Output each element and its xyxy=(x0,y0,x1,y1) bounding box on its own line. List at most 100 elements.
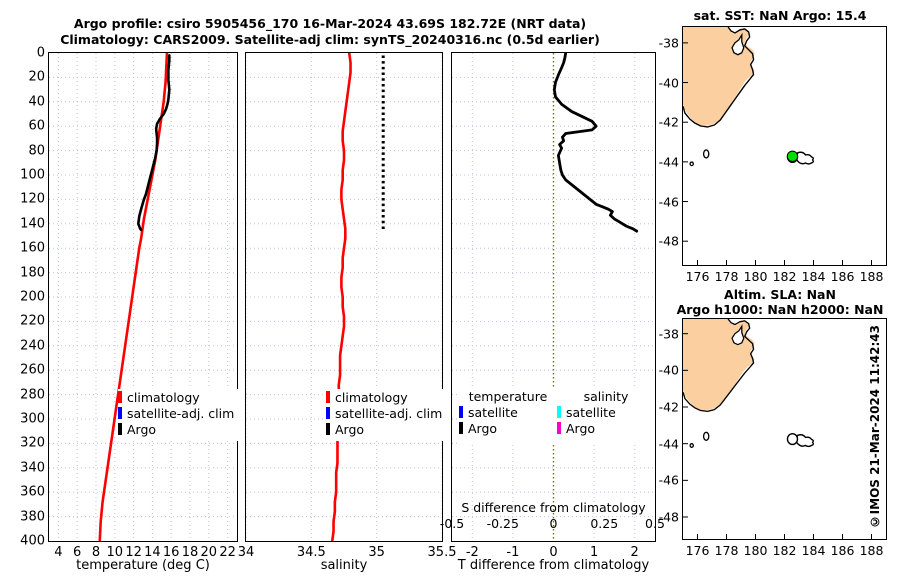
legend-label-salinity-satellite: satellite xyxy=(566,404,616,420)
figure-title-line2: Climatology: CARS2009. Satellite-adj cli… xyxy=(60,32,600,47)
maptick-lat-m42: -42 xyxy=(658,399,679,415)
legend-item-temperature-satellite: satellite xyxy=(459,404,557,420)
maptick-lon-188: 188 xyxy=(859,269,884,284)
maptick-lon-178: 178 xyxy=(714,269,739,284)
xtick-temperature-6: 6 xyxy=(73,545,82,560)
xtick-temperature-4: 4 xyxy=(54,545,63,560)
legend-label-climatology: climatology xyxy=(127,389,200,405)
ytick-depth-220: 220 xyxy=(20,313,45,329)
sst-map-area xyxy=(683,27,872,265)
xtick-tdiff-m1: -1 xyxy=(506,545,520,560)
sla-map-title-line2: Argo h1000: NaN h2000: NaN xyxy=(676,302,884,317)
maptick-lon-186: 186 xyxy=(830,543,855,558)
ytick-depth-100: 100 xyxy=(20,167,45,183)
ytick-depth-380: 380 xyxy=(20,509,45,525)
temperature-xaxis-label: temperature (deg C) xyxy=(76,558,210,573)
ytick-depth-240: 240 xyxy=(20,338,45,354)
legend-item-salinity-argo: Argo xyxy=(557,420,655,436)
sst-map-panel xyxy=(682,26,887,266)
xtick-temperature-8: 8 xyxy=(91,545,101,560)
xtick-tdiff-2: 2 xyxy=(630,545,639,560)
xtick-sdiff-0: 0 xyxy=(549,516,558,531)
ytick-depth-180: 180 xyxy=(20,265,45,281)
ytick-depth-320: 320 xyxy=(20,435,45,451)
xtick-temperature-10: 10 xyxy=(106,545,124,560)
ytick-depth-280: 280 xyxy=(20,387,45,403)
legend-header-temperature: temperature xyxy=(468,389,548,404)
copyright-label: ©IMOS 21-Mar-2024 11:42:43 xyxy=(868,325,882,529)
xtick-sdiff-0p25: 0.25 xyxy=(590,516,619,531)
ytick-depth-300: 300 xyxy=(20,411,45,427)
difference-xaxis-label-top: S difference from climatology xyxy=(461,500,646,515)
legend-label-satellite-adj-clim: satellite-adj. clim xyxy=(127,405,235,421)
maptick-lat-m42: -42 xyxy=(658,114,679,130)
maptick-lon-184: 184 xyxy=(801,543,826,558)
difference-plot-area xyxy=(452,53,655,541)
ytick-depth-160: 160 xyxy=(20,240,45,256)
xtick-temperature-12: 12 xyxy=(125,545,142,560)
ytick-depth-20: 20 xyxy=(28,69,45,85)
figure-title-line1: Argo profile: csiro 5905456_170 16-Mar-2… xyxy=(73,16,587,31)
legend-label-temperature-argo: Argo xyxy=(468,420,498,436)
xtick-salinity-34p5: 34.5 xyxy=(296,545,326,560)
legend-item-argo-salinity: Argo xyxy=(326,421,446,437)
maptick-lon-184: 184 xyxy=(801,269,826,284)
legend-label-satellite-adj-clim-salinity: satellite-adj. clim xyxy=(335,405,443,421)
ytick-depth-200: 200 xyxy=(20,289,45,305)
ytick-depth-40: 40 xyxy=(28,94,45,110)
legend-item-climatology: climatology xyxy=(118,389,238,405)
maptick-lon-182: 182 xyxy=(772,543,797,558)
legend-swatch-salinity-argo xyxy=(557,422,561,434)
maptick-lon-186: 186 xyxy=(830,269,855,284)
ytick-depth-120: 120 xyxy=(20,191,45,207)
xtick-sdiff-m0p25: -0.25 xyxy=(486,516,519,531)
xtick-tdiff-0: 0 xyxy=(549,545,558,560)
xtick-salinity-34: 34 xyxy=(237,545,255,560)
maptick-lon-188: 188 xyxy=(859,543,884,558)
maptick-lat-m44: -44 xyxy=(658,154,679,170)
maptick-lon-178: 178 xyxy=(714,543,739,558)
difference-xaxis-label-bottom: T difference from climatology xyxy=(457,558,650,573)
ytick-depth-400: 400 xyxy=(20,533,45,549)
ytick-depth-260: 260 xyxy=(20,362,45,378)
difference-panel xyxy=(451,52,656,542)
xtick-sdiff-m0p5: -0.5 xyxy=(439,516,465,531)
legend-label-argo: Argo xyxy=(127,421,157,437)
maptick-lat-m46: -46 xyxy=(658,194,679,210)
legend-item-argo: Argo xyxy=(118,421,238,437)
legend-swatch-satellite-adj-clim-salinity xyxy=(326,407,330,419)
maptick-lon-180: 180 xyxy=(743,543,768,558)
xtick-sdiff-0p5: 0.5 xyxy=(645,516,665,531)
legend-item-satellite-adj-clim: satellite-adj. clim xyxy=(118,405,238,421)
maptick-lat-m48: -48 xyxy=(658,233,679,249)
ytick-depth-60: 60 xyxy=(28,118,45,134)
salinity-xaxis-label: salinity xyxy=(320,558,368,573)
xtick-tdiff-m2: -2 xyxy=(465,545,479,560)
maptick-lat-m38: -38 xyxy=(658,35,679,51)
legend-swatch-argo xyxy=(118,423,122,435)
sla-map-panel xyxy=(682,318,887,540)
salinity-plot-area xyxy=(246,53,442,541)
legend-label-salinity-argo: Argo xyxy=(566,420,596,436)
legend-header-salinity: salinity xyxy=(583,389,629,404)
temperature-legend: climatology satellite-adj. clim Argo xyxy=(118,389,238,441)
legend-label-climatology-salinity: climatology xyxy=(335,389,408,405)
xtick-temperature-20: 20 xyxy=(200,545,218,560)
xtick-tdiff-1: 1 xyxy=(589,545,599,560)
legend-swatch-satellite-adj-clim xyxy=(118,407,122,419)
xtick-temperature-22: 22 xyxy=(219,545,236,560)
ytick-depth-360: 360 xyxy=(20,484,45,500)
maptick-lon-182: 182 xyxy=(772,269,797,284)
sla-map-title-line1: Altim. SLA: NaN xyxy=(724,287,836,302)
temperature-panel xyxy=(48,52,238,542)
difference-legend: temperature satellite Argo salinity sate… xyxy=(459,389,655,444)
legend-item-temperature-argo: Argo xyxy=(459,420,557,436)
ytick-depth-0: 0 xyxy=(36,45,45,61)
temperature-plot-area xyxy=(49,53,237,541)
maptick-lat-m38: -38 xyxy=(658,326,679,342)
maptick-lon-176: 176 xyxy=(685,269,710,284)
sst-map-title: sat. SST: NaN Argo: 15.4 xyxy=(693,8,867,23)
legend-swatch-salinity-satellite xyxy=(557,406,561,418)
ytick-depth-140: 140 xyxy=(20,216,45,232)
legend-swatch-temperature-argo xyxy=(459,422,463,434)
